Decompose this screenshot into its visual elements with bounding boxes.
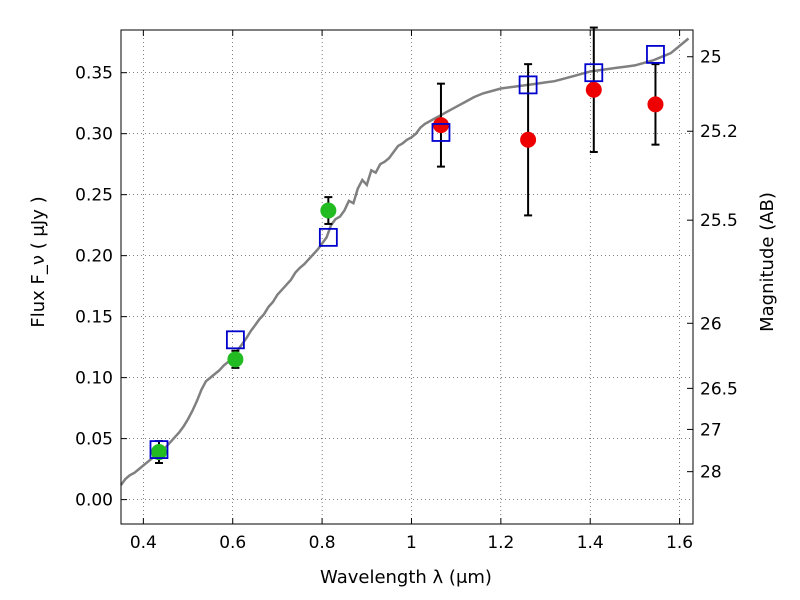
photometry-point <box>320 202 337 219</box>
grid-layer <box>121 30 693 524</box>
series-layer <box>119 26 690 486</box>
x-tick-label: 1.2 <box>487 533 514 553</box>
model-flux-square <box>646 44 665 64</box>
y-tick-label: 0.00 <box>75 491 113 511</box>
x-tick-label: 0.8 <box>309 533 336 553</box>
y2-tick-label: 27 <box>700 420 722 440</box>
y-tick-label: 0.35 <box>75 64 113 84</box>
y2-tick-label: 28 <box>700 463 722 483</box>
y-tick-label: 0.15 <box>75 308 113 328</box>
y-tick-label: 0.30 <box>75 125 113 145</box>
model-flux-square <box>225 330 245 350</box>
x-tick-label: 0.4 <box>130 533 157 553</box>
y2-axis-title: Magnitude (AB) <box>757 192 778 332</box>
model-flux-square <box>149 440 169 459</box>
y2-tick-label: 26.5 <box>700 379 738 399</box>
y2-tick-label: 25.2 <box>700 122 738 142</box>
model-flux-square <box>431 123 451 142</box>
plot-frame <box>120 29 694 525</box>
photometry-point <box>150 444 167 461</box>
y-tick-label: 0.20 <box>75 247 113 267</box>
tick-layer: 0.4 0.6 0.8 1 1.2 1.4 1.6 0.00 0.05 0.10 0.15 0.20 0… <box>75 30 738 553</box>
model-flux-square <box>318 227 338 247</box>
x-axis-title: Wavelength λ (μm) <box>320 567 492 588</box>
model-flux-square <box>518 75 538 95</box>
model-flux-square <box>584 63 604 83</box>
y-tick-label: 0.25 <box>75 186 113 206</box>
x-tick-label: 1 <box>406 533 417 553</box>
photometry-point <box>520 131 537 148</box>
y2-tick-label: 25.5 <box>700 211 738 231</box>
x-tick-label: 0.6 <box>219 533 246 553</box>
x-tick-label: 1.6 <box>666 533 693 553</box>
y-tick-label: 0.05 <box>75 430 113 450</box>
y-axis-title: Flux F_ν ( μJy ) <box>28 196 49 327</box>
photometry-point <box>227 351 244 368</box>
y2-tick-label: 25 <box>700 48 722 68</box>
y-tick-label: 0.10 <box>75 369 113 389</box>
photometry-point <box>432 117 449 134</box>
x-tick-label: 1.4 <box>577 533 604 553</box>
y2-tick-label: 26 <box>700 314 722 334</box>
photometry-point <box>585 81 602 98</box>
model-spectrum-line <box>119 37 690 486</box>
photometry-point <box>647 96 664 113</box>
